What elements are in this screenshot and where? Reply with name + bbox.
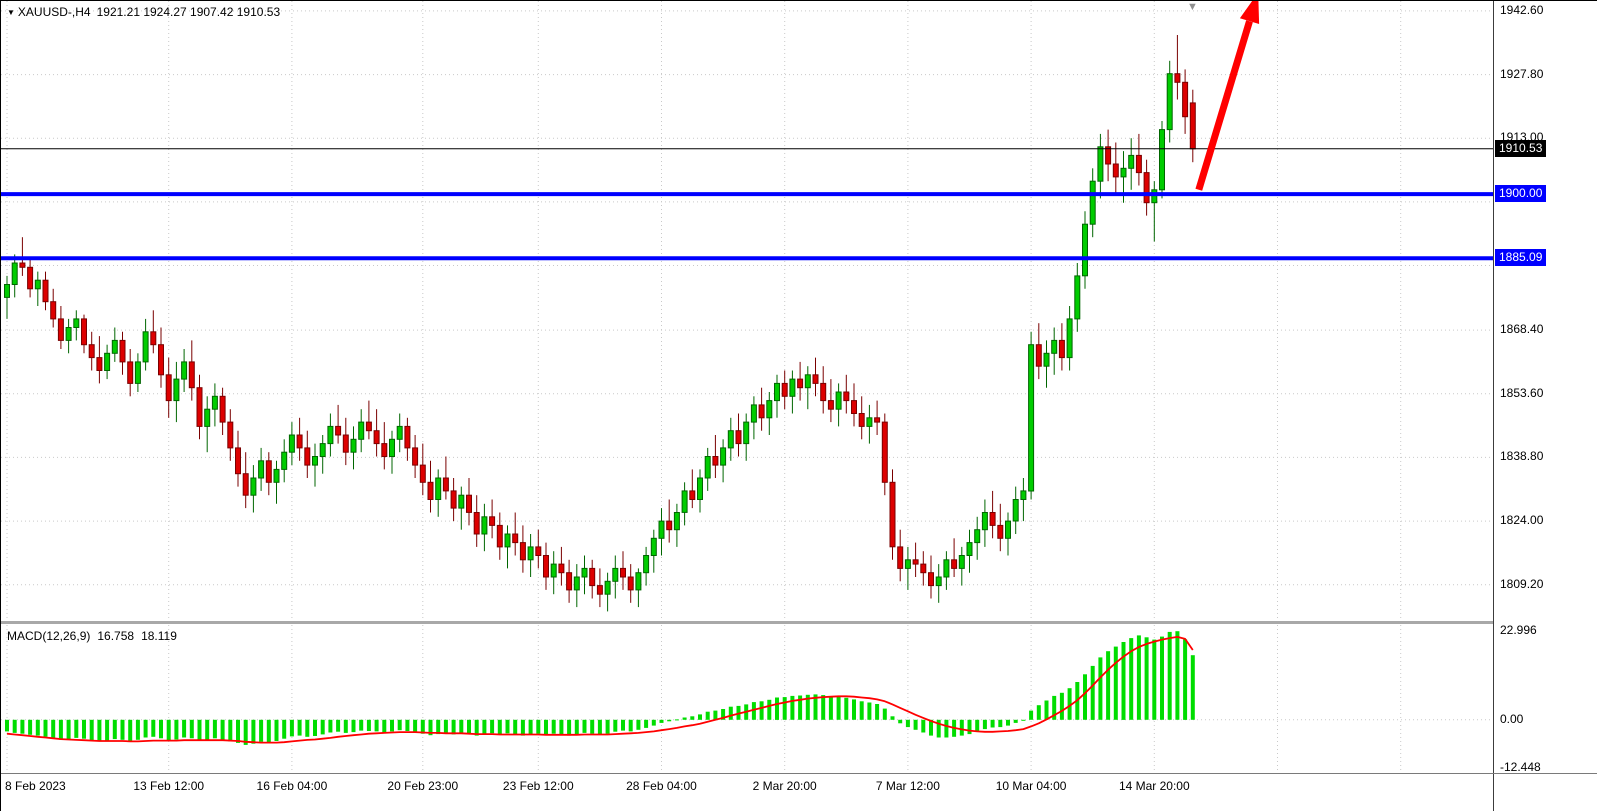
- time-axis-label: 2 Mar 20:00: [752, 779, 817, 793]
- price-tick-label: 1927.80: [1500, 66, 1544, 81]
- candles-layer: [4, 35, 1196, 612]
- time-axis-label: 16 Feb 04:00: [256, 779, 328, 793]
- macd-indicator-label: MACD(12,26,9): [7, 629, 91, 643]
- price-chart-canvas[interactable]: [1, 1, 1493, 623]
- macd-tick-label: 22.996: [1500, 623, 1537, 638]
- resistance-level-badge: 1900.00: [1495, 185, 1547, 203]
- pane-splitter[interactable]: [1, 621, 1597, 624]
- macd-grid-layer: [1, 625, 1493, 773]
- support-level-badge: 1885.09: [1495, 249, 1547, 267]
- macd-signal-line: [6, 635, 1194, 744]
- macd-chart-canvas[interactable]: [1, 625, 1493, 773]
- time-axis[interactable]: 8 Feb 2023 13 Feb 12:00 16 Feb 04:00 20 Feb…: [1, 773, 1597, 800]
- price-tick-label: 1868.40: [1500, 322, 1544, 337]
- price-tick-label: 1838.80: [1500, 449, 1544, 464]
- time-axis-label: 10 Mar 04:00: [995, 779, 1067, 793]
- symbol-timeframe-label: XAUUSD-,H4: [17, 5, 91, 19]
- price-tick-label: 1853.60: [1500, 385, 1544, 400]
- macd-info-line: MACD(12,26,9) 16.758 18.119: [7, 629, 184, 643]
- macd-tick-label: 0.00: [1500, 711, 1524, 726]
- time-axis-label: 20 Feb 23:00: [387, 779, 459, 793]
- time-axis-label: 8 Feb 2023: [5, 779, 66, 793]
- ohlc-values: 1921.21 1924.27 1907.42 1910.53: [96, 5, 281, 19]
- macd-main-value: 16.758: [97, 629, 135, 643]
- price-tick-label: 1942.60: [1500, 2, 1544, 17]
- chart-shift-marker-icon[interactable]: ▼: [1187, 1, 1198, 13]
- price-scale-axis[interactable]: 1942.60 1927.80 1913.00 1868.40 1853.60 1838.…: [1493, 1, 1597, 811]
- symbol-marker-icon: ▼: [7, 8, 15, 17]
- price-tick-label: 1824.00: [1500, 513, 1544, 528]
- time-axis-label: 28 Feb 04:00: [626, 779, 697, 793]
- time-axis-label: 13 Feb 12:00: [133, 779, 205, 793]
- macd-tick-label: -12.448: [1500, 759, 1541, 774]
- price-tick-label: 1809.20: [1500, 576, 1544, 591]
- price-grid-layer: [1, 1, 1493, 623]
- trend-arrow[interactable]: [1195, 1, 1260, 191]
- current-price-badge: 1910.53: [1495, 139, 1547, 157]
- macd-signal-value: 18.119: [141, 629, 177, 643]
- macd-histogram: [5, 631, 1195, 745]
- time-axis-label: 23 Feb 12:00: [502, 779, 574, 793]
- time-axis-label: 7 Mar 12:00: [875, 779, 940, 793]
- ohlc-info-line: ▼ XAUUSD-,H4 1921.21 1924.27 1907.42 1910.…: [7, 5, 280, 19]
- time-axis-label: 14 Mar 20:00: [1118, 779, 1190, 793]
